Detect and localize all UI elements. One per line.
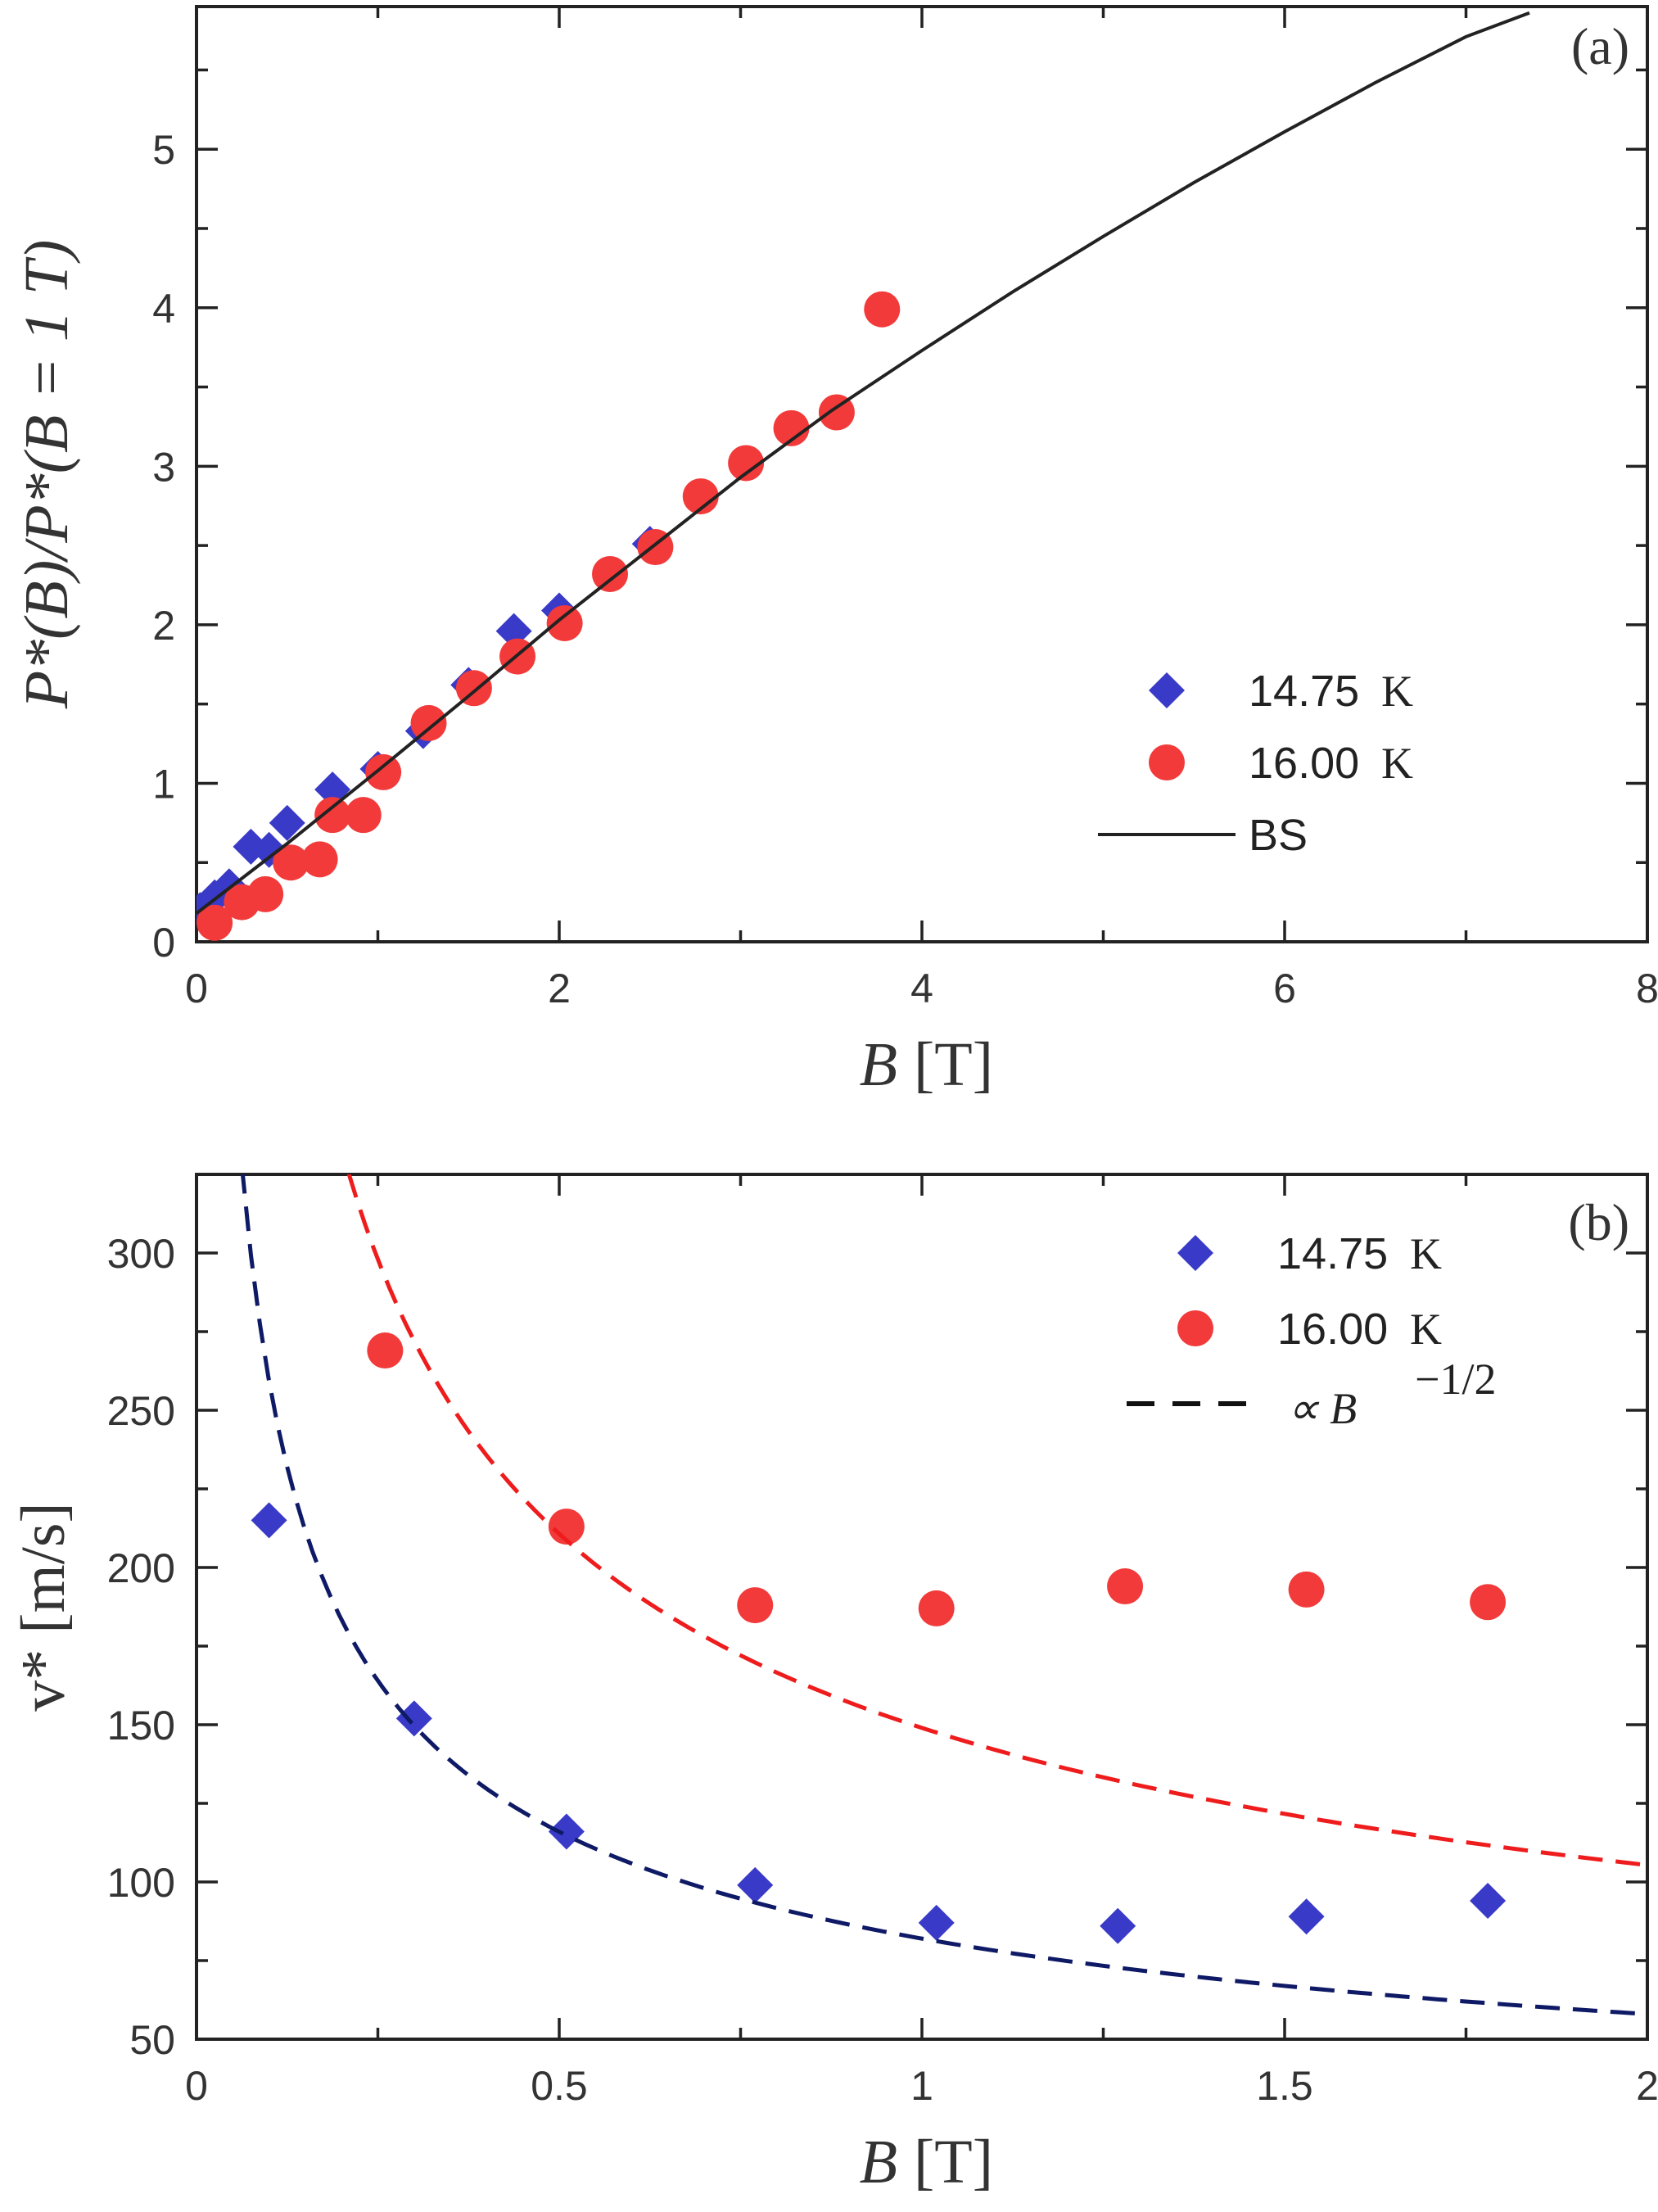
y-tick-label: 4 — [152, 286, 175, 332]
y-tick-label: 5 — [152, 127, 175, 173]
x-axis-unit: [T] — [914, 2128, 993, 2196]
legend-label-superscript: −1/2 — [1415, 1355, 1496, 1404]
legend-unit: K — [1410, 1305, 1442, 1354]
legend-label: BS — [1249, 811, 1308, 860]
x-tick-label: 1.5 — [1256, 2063, 1313, 2109]
x-tick-label: 4 — [910, 966, 933, 1011]
data-point-diamond — [548, 1813, 585, 1850]
data-point-circle — [682, 478, 719, 515]
x-tick-label: 6 — [1273, 966, 1296, 1011]
legend-diamond-swatch — [1177, 1235, 1213, 1271]
data-point-circle — [864, 291, 901, 328]
data-point-circle — [1107, 1568, 1144, 1605]
x-axis-variable: B — [860, 1030, 897, 1099]
data-point-circle — [367, 1332, 404, 1369]
data-point-circle — [301, 841, 338, 878]
y-tick-label: 150 — [107, 1703, 175, 1748]
x-tick-label: 2 — [548, 966, 571, 1011]
y-tick-label: 2 — [152, 603, 175, 649]
legend-item: ∝ B −1/2 — [1127, 1355, 1496, 1433]
legend-label: 16.00 — [1249, 739, 1359, 788]
y-tick-label: 3 — [152, 444, 175, 490]
x-tick-label: 0 — [185, 966, 208, 1011]
legend-label: 14.75 — [1249, 667, 1359, 716]
data-point-circle — [546, 604, 583, 641]
legend-unit: K — [1381, 739, 1413, 788]
legend-label: 14.75 — [1277, 1229, 1388, 1278]
legend-label: 16.00 — [1277, 1305, 1388, 1354]
y-axis-label: P*(B)/P*(B = 1 T) — [12, 240, 81, 710]
data-point-diamond — [1100, 1907, 1136, 1944]
data-point-circle — [918, 1590, 955, 1626]
x-tick-label: 1 — [910, 2063, 933, 2109]
data-point-diamond — [395, 1700, 432, 1737]
y-tick-label: 300 — [107, 1231, 175, 1277]
x-tick-label: 2 — [1636, 2063, 1658, 2109]
y-tick-label: 200 — [107, 1545, 175, 1591]
fit-curve-1 — [346, 1174, 1647, 1867]
y-tick-label: 250 — [107, 1388, 175, 1434]
data-point-circle — [410, 704, 447, 741]
data-point-circle — [345, 797, 382, 834]
y-tick-label: 50 — [129, 2017, 175, 2063]
data-point-circle — [365, 753, 402, 790]
y-tick-label: 0 — [152, 920, 175, 966]
data-layer — [197, 11, 1530, 941]
y-tick-label: 1 — [152, 761, 175, 807]
series-line-bs — [197, 11, 1530, 915]
data-point-circle — [247, 875, 284, 912]
panel-a: 0 2 4 6 8 0 1 2 3 4 5 14.75 K 16.00 K BS (a) B [T] P*(B)/P*… — [12, 5, 1658, 1099]
legend-item: 14.75 K — [1149, 667, 1413, 716]
x-tick-label: 0 — [185, 2063, 208, 2109]
data-point-circle — [314, 797, 351, 834]
data-point-circle — [197, 904, 233, 941]
data-point-circle — [728, 445, 765, 482]
data-point-circle — [737, 1587, 774, 1624]
legend-unit: K — [1410, 1229, 1442, 1278]
legend: 14.75 K 16.00 K ∝ B −1/2 — [1127, 1229, 1496, 1433]
x-tick-label: 8 — [1636, 966, 1658, 1011]
data-point-circle — [1288, 1571, 1325, 1608]
legend: 14.75 K 16.00 K BS — [1098, 667, 1413, 860]
y-axis-label: v* [m/s] — [9, 1502, 78, 1711]
x-axis-unit: [T] — [914, 1030, 993, 1099]
data-point-circle — [273, 844, 309, 881]
data-point-diamond — [1288, 1898, 1325, 1935]
data-point-circle — [592, 555, 629, 592]
legend-item: 16.00 K — [1177, 1305, 1442, 1354]
data-point-diamond — [737, 1866, 774, 1903]
legend-item: 14.75 K — [1177, 1229, 1442, 1278]
data-point-diamond — [918, 1904, 955, 1941]
data-point-circle — [773, 409, 810, 446]
data-point-circle — [548, 1509, 585, 1545]
legend-diamond-swatch — [1149, 672, 1185, 708]
data-point-diamond — [269, 804, 305, 841]
legend-circle-swatch — [1177, 1310, 1213, 1346]
legend-label: ∝ B — [1287, 1384, 1357, 1433]
plot-frame — [195, 5, 1649, 943]
legend-circle-swatch — [1149, 744, 1185, 780]
data-point-circle — [1470, 1584, 1507, 1621]
data-point-diamond — [1470, 1883, 1507, 1920]
x-axis-label: B [T] — [860, 1030, 993, 1099]
panel-label: (b) — [1568, 1193, 1629, 1251]
fit-curve-0 — [240, 1174, 1647, 2016]
data-point-diamond — [251, 1502, 287, 1539]
x-axis-label: B [T] — [860, 2128, 993, 2196]
x-tick-label: 0.5 — [531, 2063, 588, 2109]
data-layer — [240, 1174, 1647, 2016]
y-tick-label: 100 — [107, 1860, 175, 1906]
legend-unit: K — [1381, 667, 1413, 716]
legend-item: 16.00 K — [1149, 739, 1413, 788]
x-axis-variable: B — [860, 2128, 897, 2196]
panel-label: (a) — [1571, 17, 1629, 75]
data-point-circle — [818, 394, 855, 431]
legend-item: BS — [1098, 811, 1308, 860]
